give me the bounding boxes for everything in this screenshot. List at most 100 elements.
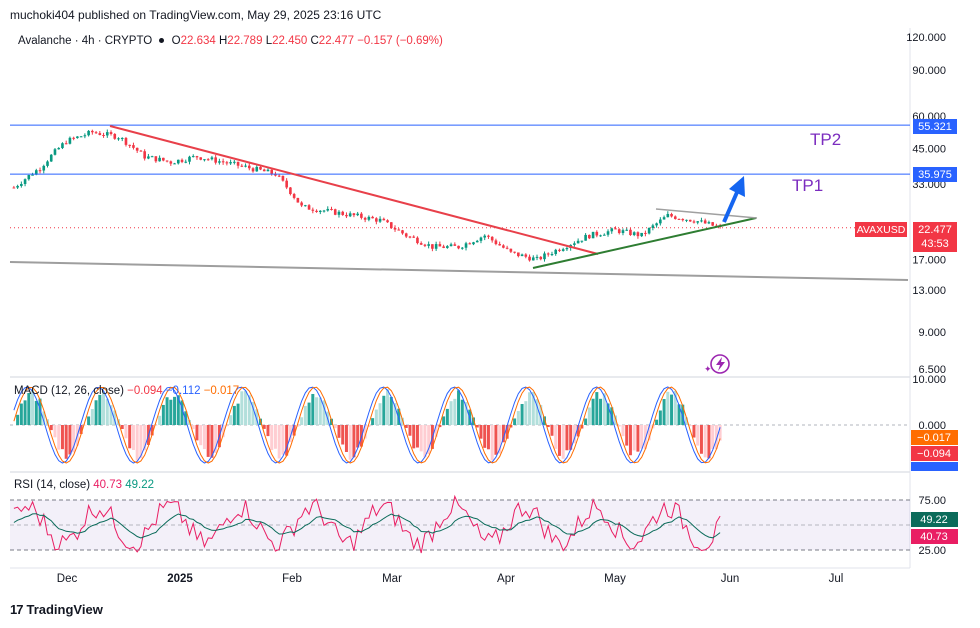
macd-value-3: −0.017	[203, 385, 240, 397]
macd-histogram-bar	[617, 425, 621, 427]
macd-histogram-bar	[87, 416, 91, 425]
price-tick-label: 45.000	[912, 144, 946, 156]
candle-body	[274, 173, 277, 176]
candle-body	[173, 163, 176, 165]
macd-histogram-bar	[498, 425, 502, 454]
macd-histogram-bar	[180, 400, 184, 425]
macd-value-tags[interactable]: −0.017 −0.094	[911, 430, 958, 471]
macd-histogram-bar	[438, 425, 442, 428]
macd-histogram-bar	[315, 397, 319, 425]
macd-histogram-bar	[341, 425, 345, 445]
symbol-name[interactable]: Avalanche · 4h · CRYPTO	[18, 35, 153, 47]
candle-body	[229, 162, 232, 164]
svg-text:AVAXUSD: AVAXUSD	[857, 224, 906, 236]
macd-line	[13, 386, 721, 464]
macd-histogram-bar	[427, 425, 431, 455]
macd-histogram-bar	[311, 393, 315, 425]
macd-histogram-bar	[393, 403, 397, 425]
price-axis[interactable]: 120.00090.00060.00045.00033.00017.00013.…	[906, 32, 946, 376]
macd-histogram-bar	[501, 425, 505, 443]
macd-histogram-bar	[307, 402, 311, 425]
candle-body	[446, 246, 449, 248]
up-arrow-icon[interactable]	[722, 176, 745, 223]
candle-body	[565, 248, 569, 250]
candle-body	[247, 165, 251, 169]
high-label: H	[218, 35, 228, 47]
macd-histogram-bar	[236, 403, 240, 425]
macd-histogram-bar	[404, 425, 408, 428]
candle-body	[236, 161, 240, 166]
candle-body	[696, 221, 700, 223]
lightning-icon[interactable]: ✦	[704, 354, 730, 374]
candle-body	[87, 130, 90, 136]
candle-body	[490, 236, 494, 241]
macd-histogram-bar	[371, 418, 375, 425]
level-tag-35[interactable]: 35.975	[913, 167, 957, 182]
candle-body	[214, 157, 217, 163]
macd-histogram-bar	[445, 408, 449, 425]
macd-histogram-bar	[337, 425, 341, 438]
macd-legend[interactable]: MACD (12, 26, close) −0.094 −0.112 −0.01…	[14, 385, 239, 397]
macd-histogram-bar	[415, 425, 419, 448]
macd-tick-label: 10.000	[912, 374, 946, 386]
macd-histogram-bar	[255, 409, 259, 425]
macd-histogram-bar	[475, 425, 479, 428]
candle-body	[494, 240, 498, 245]
candle-body	[666, 213, 670, 218]
candle-body	[363, 217, 367, 220]
macd-histogram-bar	[546, 425, 550, 428]
macd-histogram-bar	[232, 405, 236, 425]
macd-histogram-bar	[98, 394, 102, 425]
macd-histogram-bar	[681, 404, 685, 425]
macd-histogram-bar	[531, 391, 535, 425]
candle-body	[113, 133, 117, 139]
candle-body	[670, 213, 673, 217]
candle-body	[20, 183, 23, 186]
macd-histogram-bar	[408, 425, 412, 436]
candle-body	[662, 217, 666, 220]
level-tag-55[interactable]: 55.321	[913, 119, 957, 134]
time-axis[interactable]: Dec 2025 Feb Mar Apr May Jun Jul	[57, 573, 844, 585]
rsi-value-tags[interactable]: 49.22 40.73	[911, 512, 958, 544]
macd-histogram-bar	[386, 389, 390, 425]
macd-histogram-bar	[143, 425, 147, 451]
candle-body	[614, 228, 617, 230]
candle-body	[423, 244, 427, 246]
rsi-value-1: 40.73	[93, 479, 123, 491]
tradingview-footer[interactable]: 17 TradingView	[10, 602, 103, 617]
candle-body	[300, 202, 303, 206]
macd-histogram-bar	[60, 425, 64, 450]
macd-histogram-bar	[176, 395, 180, 425]
candle-body	[404, 233, 408, 237]
macd-histogram-bar	[655, 419, 659, 425]
candle-body	[31, 174, 34, 176]
candle-body	[255, 166, 259, 172]
macd-histogram-bar	[528, 392, 532, 425]
candle-body	[386, 220, 389, 223]
candle-body	[23, 179, 27, 184]
rsi-tick-label: 25.00	[918, 545, 946, 557]
candle-body	[561, 249, 565, 251]
candle-body	[270, 169, 274, 174]
symbol-price-tag[interactable]: AVAXUSD 22.477 43:53	[855, 222, 957, 252]
time-tick-label: Mar	[382, 573, 402, 585]
price-tick-label: 13.000	[912, 285, 946, 297]
macd-histogram-bar	[94, 400, 98, 425]
macd-histogram-bar	[494, 425, 498, 455]
candle-body	[573, 243, 576, 245]
tp1-annotation[interactable]: TP1	[792, 176, 823, 195]
candle-body	[517, 252, 520, 257]
candle-body	[610, 228, 614, 232]
macd-histogram-bar	[109, 405, 113, 425]
macd-histogram-bar	[202, 425, 206, 450]
candle-body	[102, 134, 105, 136]
candle-body	[326, 208, 330, 211]
high-value: 22.789	[227, 35, 263, 47]
candle-body	[520, 254, 524, 257]
macd-histogram-bar	[632, 425, 636, 451]
tp2-annotation[interactable]: TP2	[810, 130, 841, 149]
rsi-legend[interactable]: RSI (14, close) 40.73 49.22	[14, 479, 154, 491]
time-tick-label: Dec	[57, 573, 78, 585]
candle-body	[475, 240, 479, 243]
